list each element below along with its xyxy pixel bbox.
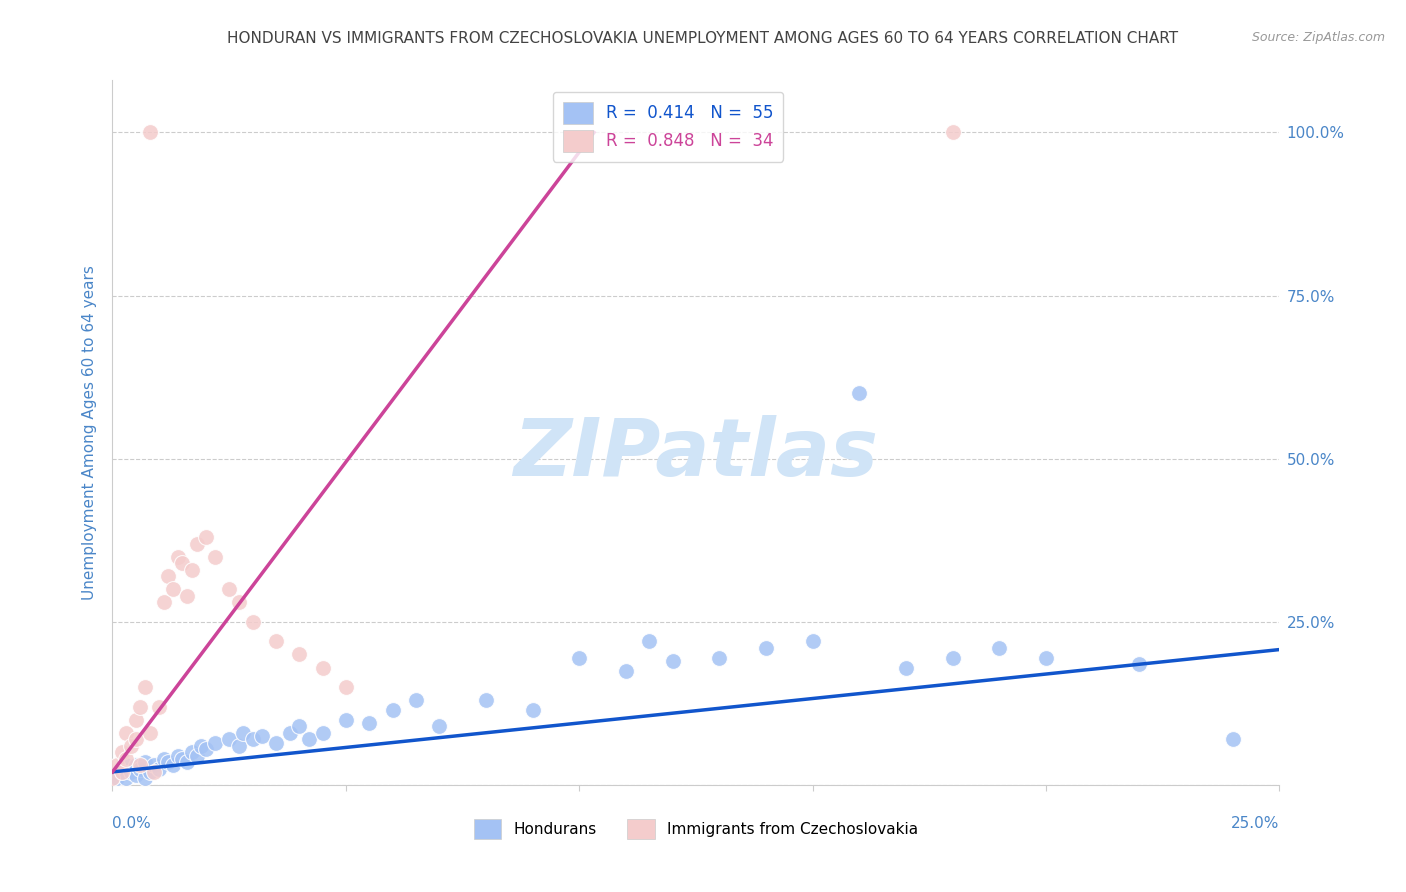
Point <box>176 589 198 603</box>
Point <box>111 745 134 759</box>
Point <box>143 764 166 779</box>
Point <box>139 126 162 140</box>
Point <box>1035 650 1057 665</box>
Point <box>475 693 498 707</box>
Point <box>125 768 148 782</box>
Point <box>194 742 217 756</box>
Point <box>105 758 128 772</box>
Point <box>134 772 156 786</box>
Point <box>186 748 208 763</box>
Point <box>242 615 264 629</box>
Point <box>166 748 188 763</box>
Point <box>335 713 357 727</box>
Point <box>709 650 731 665</box>
Point <box>232 725 254 739</box>
Text: 25.0%: 25.0% <box>1232 815 1279 830</box>
Point <box>139 764 162 779</box>
Point <box>166 549 188 564</box>
Point <box>134 755 156 769</box>
Point <box>288 648 311 662</box>
Legend: Hondurans, Immigrants from Czechoslovakia: Hondurans, Immigrants from Czechoslovaki… <box>464 810 928 847</box>
Point <box>115 758 138 772</box>
Point <box>427 719 450 733</box>
Point <box>242 732 264 747</box>
Point <box>186 536 208 550</box>
Point <box>661 654 683 668</box>
Point <box>942 650 965 665</box>
Text: Source: ZipAtlas.com: Source: ZipAtlas.com <box>1251 31 1385 45</box>
Point <box>157 569 180 583</box>
Point <box>120 764 142 779</box>
Point <box>120 739 142 753</box>
Point <box>942 126 965 140</box>
Point <box>194 530 217 544</box>
Point <box>405 693 427 707</box>
Point <box>848 386 870 401</box>
Point <box>111 764 134 779</box>
Point <box>359 716 381 731</box>
Point <box>1222 732 1244 747</box>
Point <box>381 703 404 717</box>
Point <box>218 582 240 597</box>
Point <box>139 725 162 739</box>
Text: ZIPatlas: ZIPatlas <box>513 415 879 492</box>
Point <box>228 739 250 753</box>
Point <box>176 755 198 769</box>
Point <box>157 755 180 769</box>
Point <box>335 680 357 694</box>
Point <box>218 732 240 747</box>
Point <box>125 713 148 727</box>
Point <box>204 549 226 564</box>
Point <box>522 703 544 717</box>
Point <box>190 739 212 753</box>
Point <box>180 745 202 759</box>
Point <box>264 735 287 749</box>
Point <box>125 732 148 747</box>
Point <box>172 556 194 570</box>
Point <box>172 752 194 766</box>
Point <box>614 664 637 678</box>
Point <box>162 582 184 597</box>
Point <box>204 735 226 749</box>
Point <box>148 699 170 714</box>
Point <box>801 634 824 648</box>
Point <box>755 640 778 655</box>
Point <box>311 660 333 674</box>
Point <box>129 762 152 776</box>
Point <box>162 758 184 772</box>
Point <box>894 660 917 674</box>
Point <box>297 732 319 747</box>
Text: 0.0%: 0.0% <box>112 815 152 830</box>
Text: HONDURAN VS IMMIGRANTS FROM CZECHOSLOVAKIA UNEMPLOYMENT AMONG AGES 60 TO 64 YEAR: HONDURAN VS IMMIGRANTS FROM CZECHOSLOVAK… <box>228 31 1178 46</box>
Point <box>115 772 138 786</box>
Point <box>311 725 333 739</box>
Point <box>134 680 156 694</box>
Point <box>148 762 170 776</box>
Point <box>153 752 176 766</box>
Point <box>288 719 311 733</box>
Point <box>638 634 661 648</box>
Point <box>278 725 301 739</box>
Y-axis label: Unemployment Among Ages 60 to 64 years: Unemployment Among Ages 60 to 64 years <box>82 265 97 600</box>
Point <box>143 758 166 772</box>
Point <box>105 772 128 786</box>
Point <box>988 640 1011 655</box>
Point <box>125 758 148 772</box>
Point <box>129 699 152 714</box>
Point <box>250 729 273 743</box>
Point <box>111 764 134 779</box>
Point <box>115 752 138 766</box>
Point <box>115 725 138 739</box>
Point <box>129 758 152 772</box>
Point <box>1128 657 1150 672</box>
Point <box>228 595 250 609</box>
Point <box>153 595 176 609</box>
Point <box>101 772 124 786</box>
Point <box>180 563 202 577</box>
Point <box>264 634 287 648</box>
Point <box>568 650 591 665</box>
